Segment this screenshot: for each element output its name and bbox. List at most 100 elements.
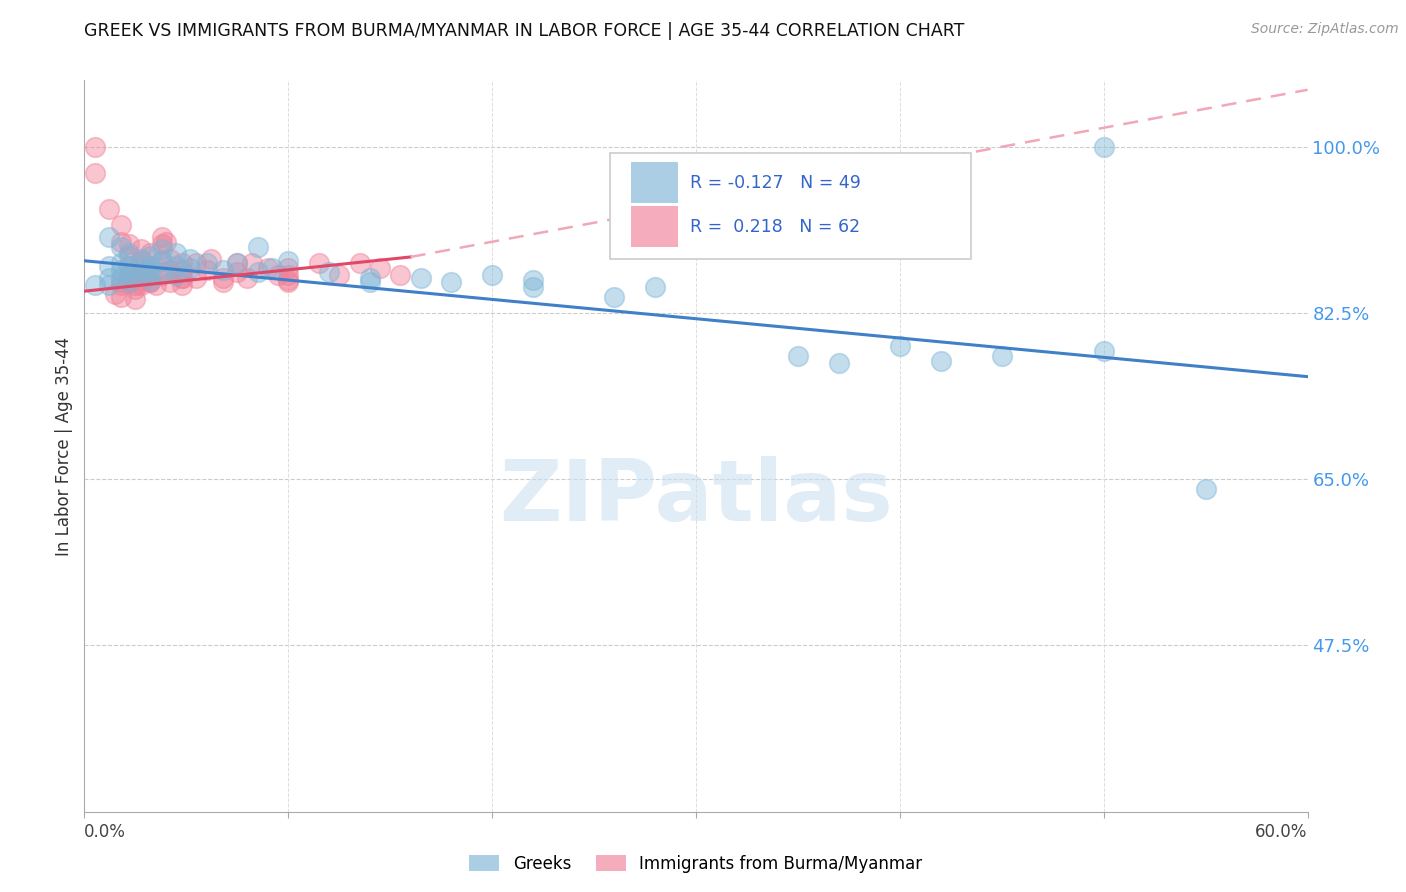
Point [150, 253, 173, 268]
Point [131, 268, 153, 282]
Point [195, 255, 218, 269]
Text: R =  0.218   N = 62: R = 0.218 N = 62 [690, 218, 860, 235]
Point [186, 271, 208, 285]
Bar [631, 162, 678, 203]
Point [83, 166, 105, 180]
Point [368, 261, 391, 276]
Point [104, 287, 127, 301]
Point [165, 259, 187, 273]
Point [124, 277, 146, 292]
Point [186, 255, 208, 269]
Point [118, 268, 141, 282]
Point [150, 268, 173, 282]
Point [97, 230, 120, 244]
Point [212, 263, 235, 277]
Bar [631, 206, 678, 247]
Point [226, 255, 249, 269]
Point [200, 252, 222, 266]
Point [138, 275, 160, 289]
Point [124, 271, 146, 285]
Point [97, 271, 120, 285]
Point [644, 280, 666, 294]
Point [150, 265, 173, 279]
Point [929, 353, 952, 368]
Point [172, 277, 194, 292]
Point [172, 255, 194, 269]
Point [131, 261, 153, 276]
Point [359, 275, 381, 289]
Text: 0.0%: 0.0% [84, 823, 127, 841]
Point [110, 218, 132, 232]
Point [409, 271, 432, 285]
Point [522, 280, 544, 294]
Point [277, 268, 299, 282]
Point [131, 252, 153, 266]
Point [138, 275, 160, 289]
Point [145, 277, 167, 292]
Point [118, 275, 141, 289]
Point [1092, 140, 1115, 154]
Point [1195, 482, 1218, 496]
Point [159, 275, 181, 289]
Point [246, 239, 269, 253]
Point [155, 235, 177, 249]
Point [124, 292, 146, 306]
Text: GREEK VS IMMIGRANTS FROM BURMA/MYANMAR IN LABOR FORCE | AGE 35-44 CORRELATION CH: GREEK VS IMMIGRANTS FROM BURMA/MYANMAR I… [84, 22, 965, 40]
Point [83, 277, 105, 292]
Point [257, 261, 280, 276]
Point [118, 259, 141, 273]
Point [226, 265, 249, 279]
Point [118, 236, 141, 251]
Point [328, 268, 350, 282]
Point [226, 255, 249, 269]
Point [277, 273, 299, 287]
Point [481, 268, 503, 282]
Point [118, 259, 141, 273]
Point [131, 263, 153, 277]
Point [889, 339, 911, 353]
FancyBboxPatch shape [610, 153, 972, 260]
Point [240, 255, 263, 269]
Point [110, 255, 132, 269]
Point [172, 263, 194, 277]
Point [97, 259, 120, 273]
Point [172, 271, 194, 285]
Point [212, 271, 235, 285]
Point [138, 273, 160, 287]
Point [131, 273, 153, 287]
Text: R = -0.127   N = 49: R = -0.127 N = 49 [690, 174, 860, 192]
Point [236, 271, 259, 285]
Point [159, 252, 181, 266]
Point [349, 255, 371, 269]
Point [246, 265, 269, 279]
Point [277, 261, 299, 276]
Point [787, 349, 810, 363]
Y-axis label: In Labor Force | Age 35-44: In Labor Force | Age 35-44 [55, 336, 73, 556]
Point [124, 282, 146, 296]
Point [172, 271, 194, 285]
Point [138, 259, 160, 273]
Point [110, 235, 132, 249]
Point [195, 263, 218, 277]
Point [277, 253, 299, 268]
Point [150, 236, 173, 251]
Point [110, 290, 132, 304]
Point [522, 273, 544, 287]
Point [83, 140, 105, 154]
Point [165, 246, 187, 260]
Point [138, 259, 160, 273]
Point [131, 277, 153, 292]
Point [110, 277, 132, 292]
Point [118, 268, 141, 282]
Point [131, 253, 153, 268]
Point [110, 239, 132, 253]
Point [165, 268, 187, 282]
Point [991, 349, 1014, 363]
Point [138, 249, 160, 263]
Point [150, 243, 173, 257]
Text: 60.0%: 60.0% [1256, 823, 1308, 841]
Point [308, 255, 330, 269]
Point [179, 252, 201, 266]
Point [159, 263, 181, 277]
Point [827, 356, 849, 370]
